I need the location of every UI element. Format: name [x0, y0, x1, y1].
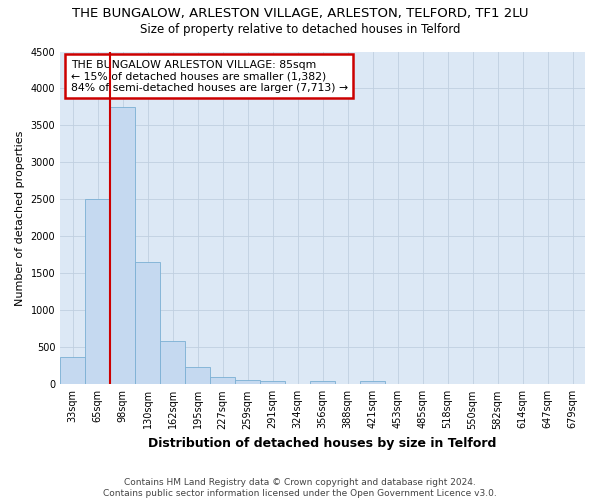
Text: THE BUNGALOW, ARLESTON VILLAGE, ARLESTON, TELFORD, TF1 2LU: THE BUNGALOW, ARLESTON VILLAGE, ARLESTON…	[72, 8, 528, 20]
Bar	[160, 340, 185, 384]
Bar	[235, 380, 260, 384]
Bar	[210, 376, 235, 384]
Bar	[110, 107, 135, 384]
Text: Size of property relative to detached houses in Telford: Size of property relative to detached ho…	[140, 22, 460, 36]
Bar	[60, 357, 85, 384]
Bar	[260, 382, 285, 384]
Y-axis label: Number of detached properties: Number of detached properties	[15, 130, 25, 306]
Bar	[185, 368, 210, 384]
Bar	[85, 200, 110, 384]
Text: Contains HM Land Registry data © Crown copyright and database right 2024.
Contai: Contains HM Land Registry data © Crown c…	[103, 478, 497, 498]
Bar	[135, 262, 160, 384]
X-axis label: Distribution of detached houses by size in Telford: Distribution of detached houses by size …	[148, 437, 497, 450]
Bar	[360, 380, 385, 384]
Bar	[310, 380, 335, 384]
Text: THE BUNGALOW ARLESTON VILLAGE: 85sqm
← 15% of detached houses are smaller (1,382: THE BUNGALOW ARLESTON VILLAGE: 85sqm ← 1…	[71, 60, 348, 93]
